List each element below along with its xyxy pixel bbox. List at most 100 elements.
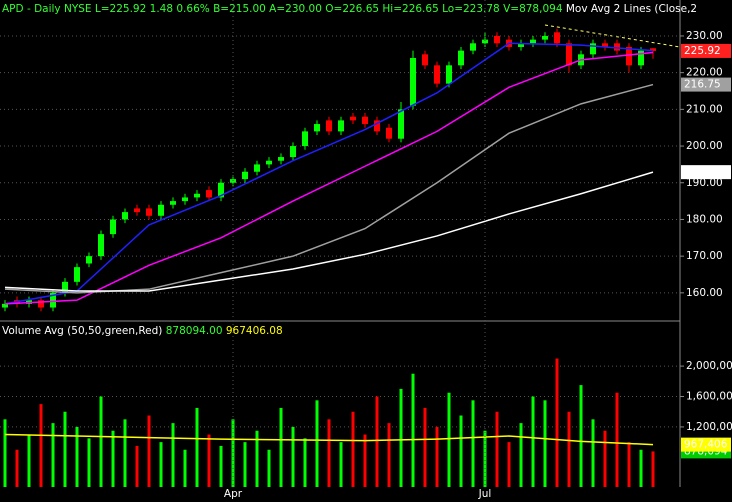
volume-bar [123,419,127,487]
volume-bar [315,400,319,487]
candle-body [518,43,524,47]
volume-header: Volume Avg (50,50,green,Red) 878094.00 9… [2,325,283,337]
chart-header: APD - Daily NYSE L=225.92 1.48 0.66% B=2… [2,3,697,15]
candle-body [530,39,536,44]
candle-body [134,208,140,213]
moving-average-line [4,42,654,305]
candle-body [638,50,644,66]
candle-body [602,43,608,47]
y-tick-label: 160.00 [686,287,723,299]
header-field: NYSE [64,3,92,15]
last-value-box [681,437,731,452]
volume-bar [27,434,31,487]
volume-bar [363,434,367,487]
candle-body [374,120,380,132]
volume-bar [51,423,55,487]
volume-bar [507,442,511,487]
header-field: APD - Daily [2,3,61,15]
candle-body [266,160,272,165]
header-field: A=230.00 [269,3,322,15]
volume-bar [267,449,271,487]
candle-body [626,46,632,66]
candle-body [98,234,104,257]
candle-body [542,35,548,40]
volume-bar [87,438,91,487]
volume-title: Volume Avg (50,50,green,Red) [2,325,162,337]
volume-bar [15,449,19,487]
volume-bar [351,411,355,487]
candle-body [86,256,92,264]
candle-body [566,43,572,66]
y-tick-label: 220.00 [686,67,723,79]
candle-body [386,127,392,139]
volume-bar [603,430,607,487]
candle-body [434,65,440,84]
volume-bar [579,385,583,487]
last-value-box [681,77,731,92]
candle-body [254,164,260,172]
candle-body [554,32,560,44]
candle-body [398,109,404,139]
last-value-box [681,43,731,58]
y-tick-label: 180.00 [686,213,723,225]
last-value-label: 967,406 [684,439,728,451]
volume-bar [135,445,139,487]
volume-bar [147,415,151,487]
y-tick-label: 210.00 [686,103,723,115]
candle-body [458,50,464,66]
candle-body [62,281,68,293]
candle-body [614,43,620,51]
y-tick-label: 230.00 [686,30,723,42]
candle-body [242,171,248,180]
volume-bar [99,396,103,487]
volume-bar [651,451,655,487]
volume-legend: 878094.00 [166,325,223,337]
volume-bar [207,434,211,487]
volume-bar [543,400,547,487]
volume-bar [111,430,115,487]
moving-average-line [4,433,654,446]
last-value-box [681,165,731,180]
candle-body [278,157,284,161]
candle-body [170,201,176,205]
candle-body [122,212,128,220]
candle-body [206,190,212,198]
volume-bar [471,400,475,487]
candle-body [146,208,152,216]
header-field: Hi=226.65 [382,3,438,15]
moving-average-line [4,171,654,292]
candle-body [470,43,476,51]
y-tick-label: 190.00 [686,177,723,189]
header-field: B=215.00 [213,3,266,15]
volume-bar [291,426,295,487]
volume-bar [195,407,199,487]
y-tick-label: 2,000,000 [686,360,732,372]
volume-bar [375,396,379,487]
volume-bar [519,423,523,487]
header-field: L=225.92 [95,3,146,15]
candle-body [494,35,500,44]
last-value-label: 192.89 [684,166,721,178]
volume-bar [423,407,427,487]
header-field: O=226.65 [325,3,379,15]
candle-body [338,120,344,132]
volume-bar [435,426,439,487]
volume-bar [639,449,643,487]
last-value-label: 216.75 [684,79,721,91]
header-field: Mov Avg 2 Lines (Close,2 [566,3,697,15]
volume-bar [399,388,403,487]
volume-bar [627,442,631,487]
volume-bar [495,411,499,487]
last-value-label: 225.92 [684,45,721,57]
volume-bar [75,426,79,487]
moving-average-line [4,51,654,305]
volume-bar [303,438,307,487]
volume-bar [183,449,187,487]
volume-bar [567,411,571,487]
header-field: 0.66% [176,3,209,15]
volume-bar [255,430,259,487]
x-tick-label: Apr [224,488,243,500]
volume-bar [339,442,343,487]
